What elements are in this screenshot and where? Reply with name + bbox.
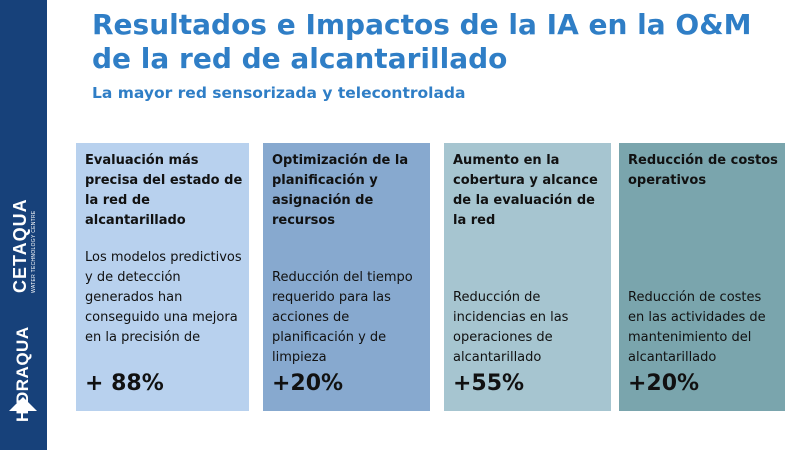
card-body: Reducción del tiempo requerido para las … <box>272 270 413 365</box>
result-card-planning: Optimización de la planificación y asign… <box>263 143 430 411</box>
cetaqua-logo-tagline: WATER TECHNOLOGY CENTRE <box>31 210 37 293</box>
card-body: Reducción de incidencias en las operacio… <box>453 290 569 365</box>
result-card-precision: Evaluación más precisa del estado de la … <box>76 143 249 411</box>
card-value: +55% <box>453 371 525 396</box>
hidraqua-logo: HIDRAQUA <box>0 318 47 428</box>
card-body: Reducción de costes en las actividades d… <box>628 290 766 365</box>
card-value: +20% <box>628 371 700 396</box>
cetaqua-logo-text: CETAQUA <box>10 198 30 293</box>
result-card-coverage: Aumento en la cobertura y alcance de la … <box>444 143 611 411</box>
card-value: +20% <box>272 371 344 396</box>
card-body: Los modelos predictivos y de detección g… <box>85 250 242 345</box>
card-heading: Evaluación más precisa del estado de la … <box>85 153 243 228</box>
slide-title: Resultados e Impactos de la IA en la O&M… <box>92 8 752 75</box>
slide-subtitle: La mayor red sensorizada y telecontrolad… <box>92 84 466 102</box>
result-card-costs: Reducción de costos operativos Reducción… <box>619 143 785 411</box>
card-heading: Optimización de la planificación y asign… <box>272 153 409 228</box>
card-heading: Reducción de costos operativos <box>628 153 778 188</box>
hidraqua-mark-icon <box>9 397 37 411</box>
cetaqua-logo: CETAQUA WATER TECHNOLOGY CENTRE <box>0 198 47 300</box>
brand-sidebar: CETAQUA WATER TECHNOLOGY CENTRE HIDRAQUA <box>0 0 47 450</box>
card-value: + 88% <box>85 371 164 396</box>
card-heading: Aumento en la cobertura y alcance de la … <box>453 153 598 228</box>
